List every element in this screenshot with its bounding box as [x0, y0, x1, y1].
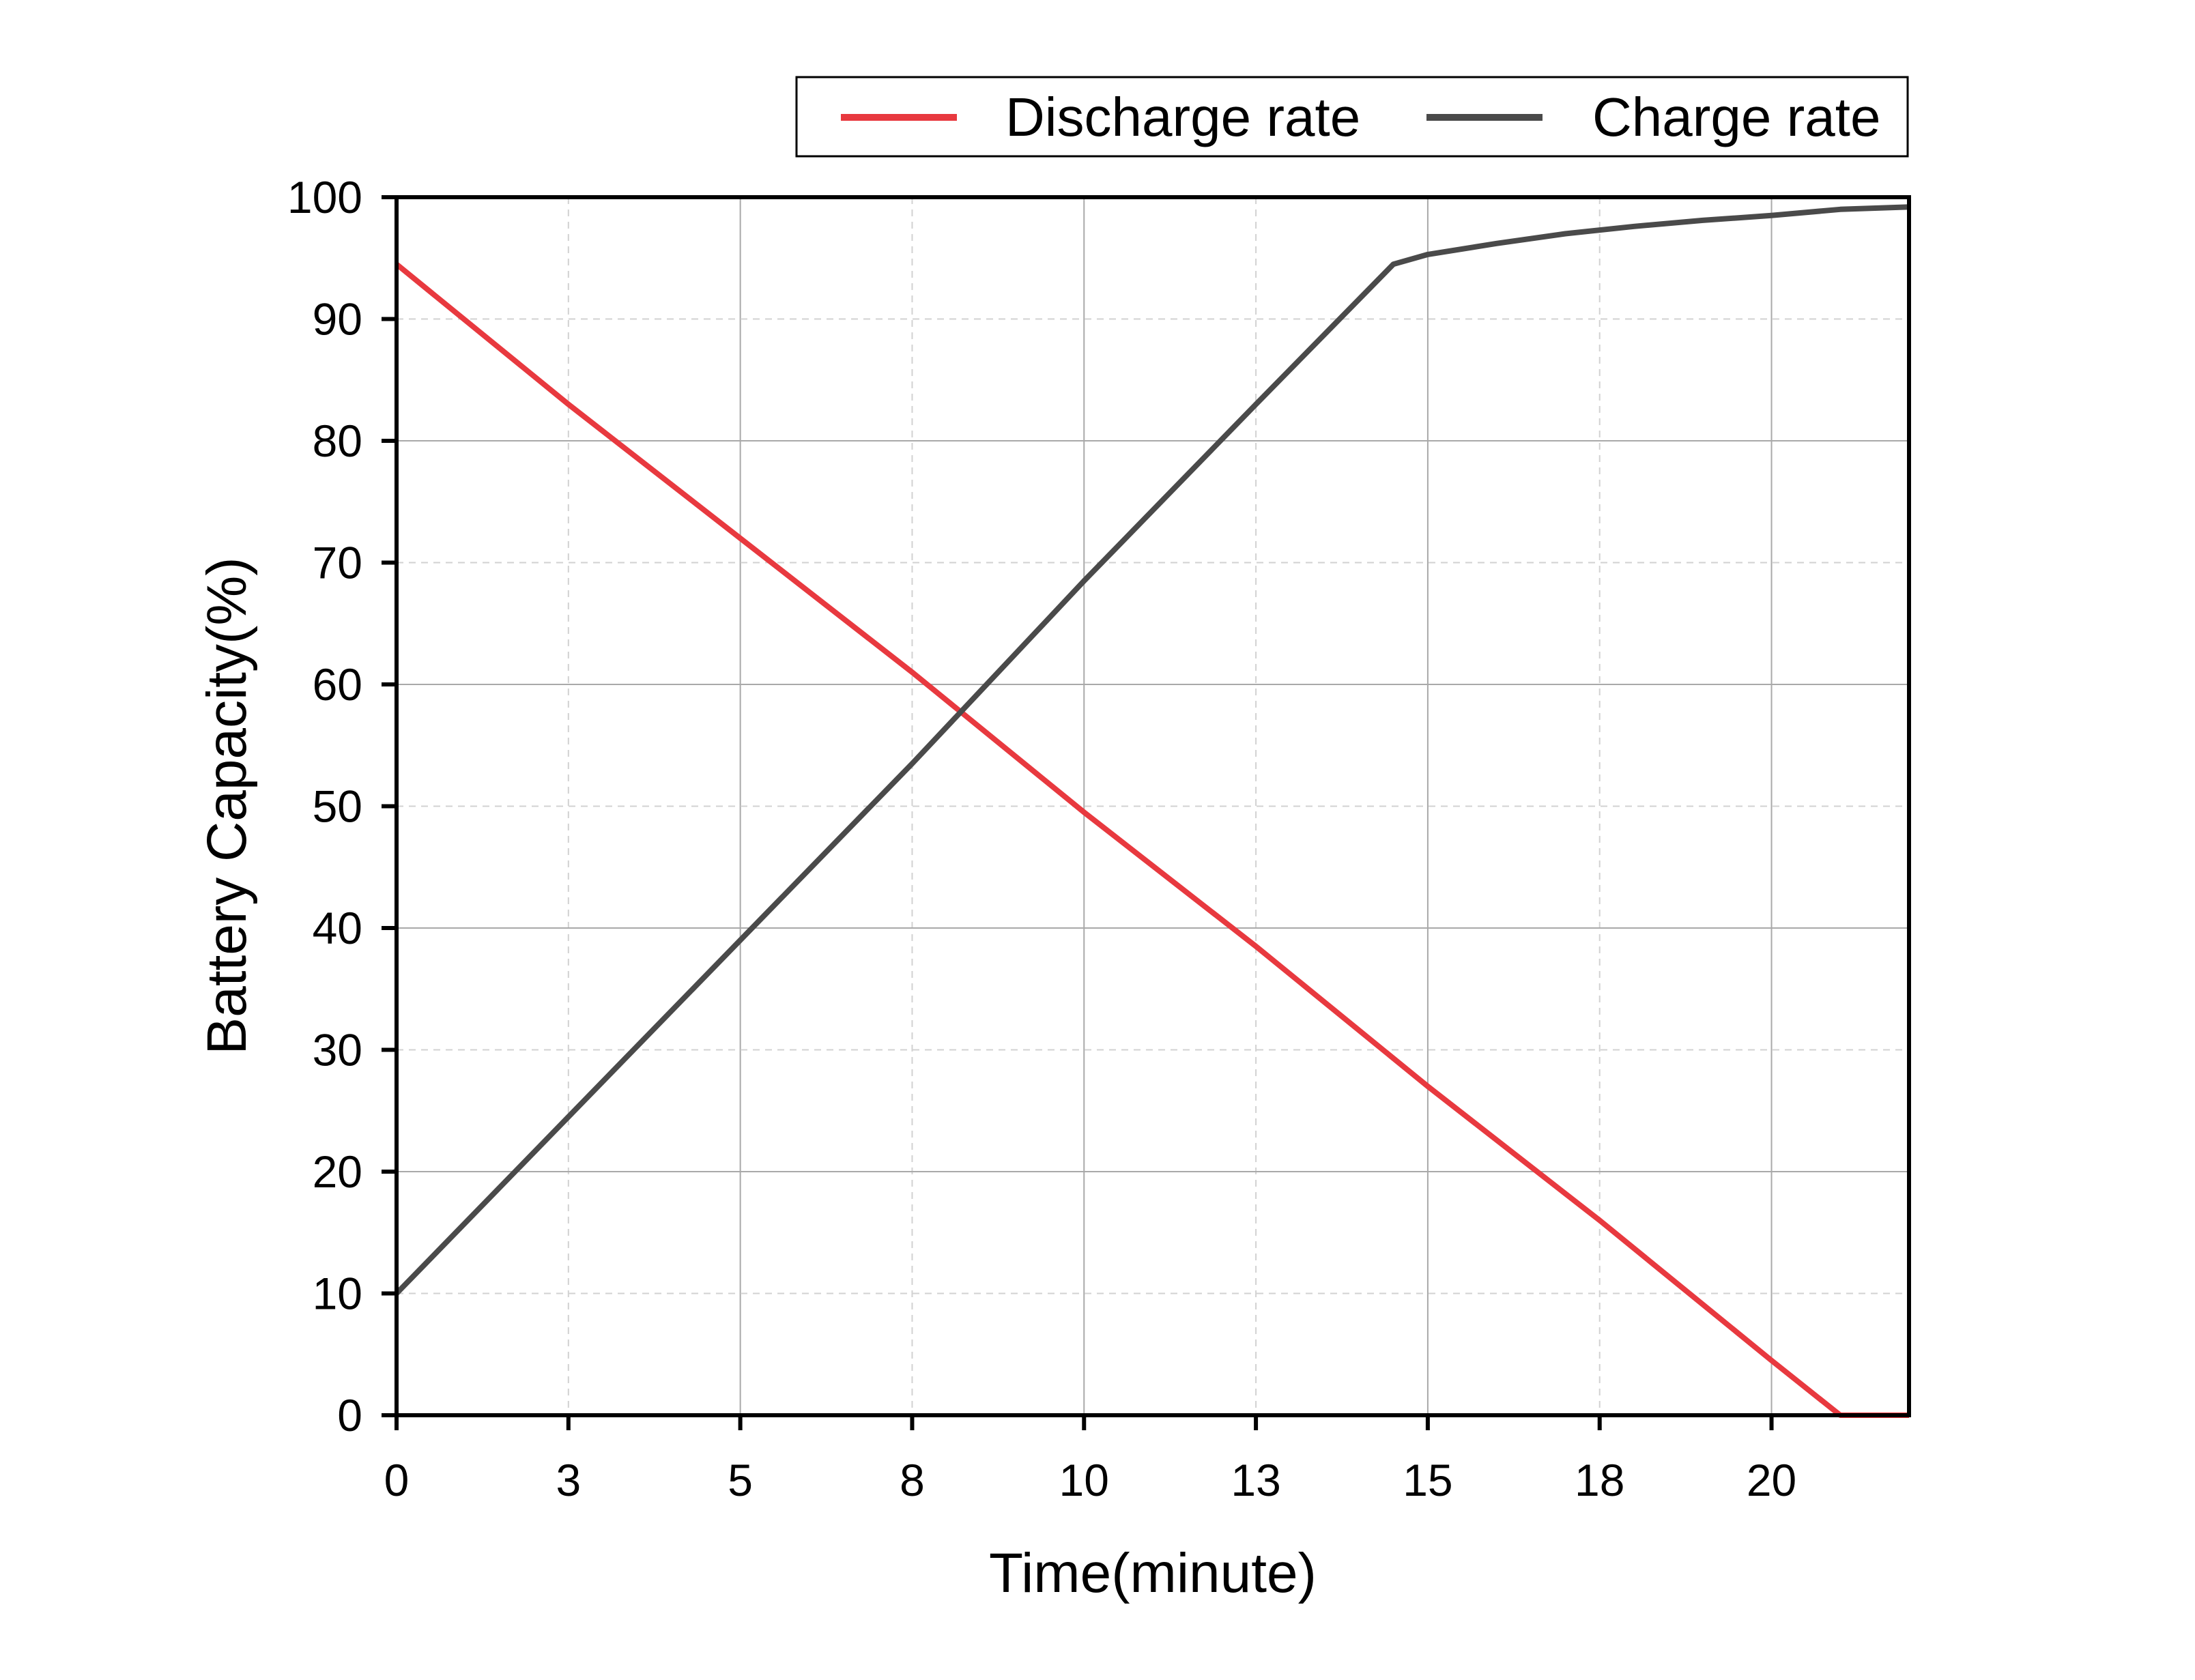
- legend-box: [795, 76, 1909, 158]
- y-tick-label: 80: [313, 416, 362, 466]
- y-tick-label: 60: [313, 659, 362, 710]
- y-tick-label: 90: [313, 294, 362, 345]
- x-tick-label: 0: [384, 1455, 410, 1505]
- y-tick-label: 40: [313, 903, 362, 953]
- x-tick-label: 5: [728, 1455, 753, 1505]
- legend-label: Charge rate: [1592, 87, 1880, 147]
- x-tick-label: 20: [1747, 1455, 1796, 1505]
- series-line-charge-rate: [394, 204, 1910, 1296]
- legend: Discharge rate Charge rate: [795, 76, 1909, 158]
- y-tick-label: 10: [313, 1269, 362, 1319]
- x-tick-label: 3: [556, 1455, 581, 1505]
- y-tick-label: 30: [313, 1025, 362, 1075]
- y-tick-label: 100: [287, 172, 362, 222]
- y-tick-label: 50: [313, 781, 362, 832]
- x-axis-title: Time(minute): [989, 1542, 1317, 1604]
- y-tick-label: 0: [337, 1390, 362, 1440]
- axis-ticks: 0 3 5 8 10 13 15 18 20 0 10 20 30 40 50 60 70 80 90 100: [287, 172, 1796, 1505]
- x-tick-label: 18: [1575, 1455, 1624, 1505]
- series-line-discharge-rate: [394, 262, 1909, 1418]
- x-tick-label: 10: [1059, 1455, 1109, 1505]
- y-axis-title: Battery Capacity(%): [196, 557, 258, 1054]
- x-tick-label: 15: [1403, 1455, 1452, 1505]
- y-tick-label: 20: [313, 1146, 362, 1197]
- legend-label: Discharge rate: [1005, 87, 1360, 147]
- y-tick-label: 70: [313, 538, 362, 588]
- x-tick-label: 8: [900, 1455, 925, 1505]
- series-lines: [394, 204, 1910, 1418]
- grid-lines: [397, 197, 1909, 1415]
- x-tick-label: 13: [1231, 1455, 1280, 1505]
